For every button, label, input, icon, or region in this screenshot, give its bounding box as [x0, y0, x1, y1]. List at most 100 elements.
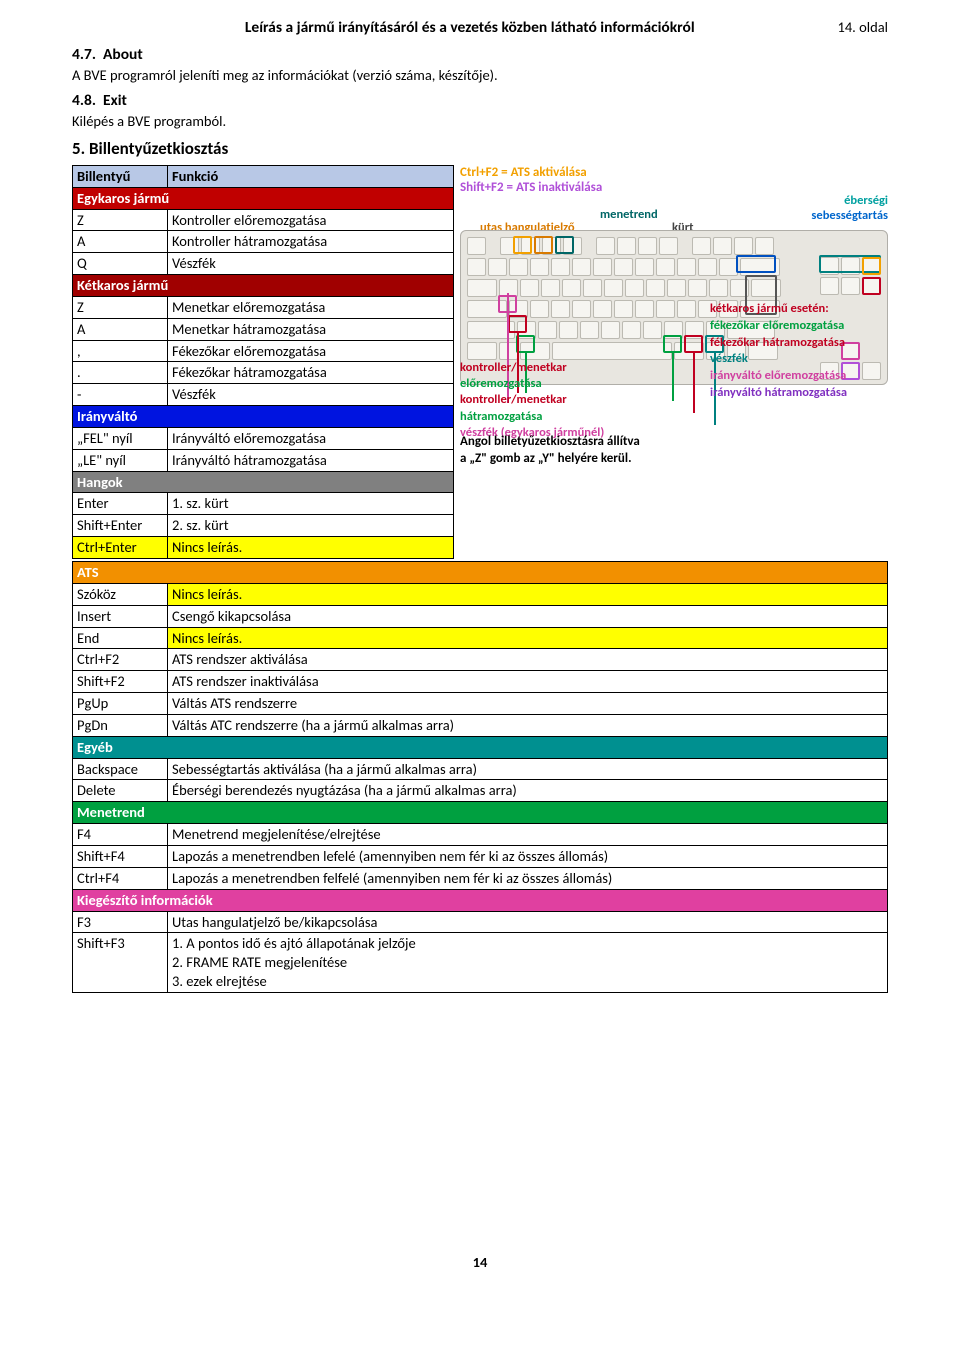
cat-iranyvalto: Irányváltó: [73, 406, 454, 428]
key: [734, 237, 753, 255]
cat-egyeb: Egyéb: [73, 736, 888, 758]
key: [467, 279, 497, 297]
table-row: „LE" nyílIrányváltó hátramozgatása: [73, 449, 454, 471]
table-row: AMenetkar hátramozgatása: [73, 318, 454, 340]
key: [692, 237, 711, 255]
key: [572, 300, 591, 318]
th-key: Billentyű: [73, 165, 168, 187]
page-header: Leírás a jármű irányításáról és a vezeté…: [72, 18, 888, 39]
key: [713, 237, 732, 255]
table-row: Shift+F3 1. A pontos idő és ajtó állapot…: [73, 933, 888, 993]
hl-period: [684, 335, 703, 353]
cat-kieg: Kiegészítő információk: [73, 889, 888, 911]
section-4-7-desc: A BVE programról jeleníti meg az informá…: [72, 66, 888, 86]
key: [614, 300, 633, 318]
table-row: Shift+F2ATS rendszer inaktiválása: [73, 671, 888, 693]
key: [530, 300, 549, 318]
table-row: PgUpVáltás ATS rendszerre: [73, 693, 888, 715]
keyboard-table-lower: ATS SzóközNincs leírás. InsertCsengő kik…: [72, 561, 888, 993]
legend-top-right: éberségi sebességtartás: [811, 193, 888, 224]
table-row: Ctrl+F4Lapozás a menetrendben felfelé (a…: [73, 867, 888, 889]
hl-pgup: [862, 257, 881, 275]
key: [551, 300, 570, 318]
hl-f4: [555, 236, 574, 254]
bottom-left-legend: kontroller/menetkar előremozgatása kontr…: [460, 360, 604, 441]
key: [625, 279, 644, 297]
key: [559, 321, 578, 339]
table-row: ZMenetkar előremozgatása: [73, 296, 454, 318]
key: [656, 300, 675, 318]
table-row: Enter1. sz. kürt: [73, 493, 454, 515]
key: [638, 237, 657, 255]
key: [601, 321, 620, 339]
key: [551, 258, 570, 276]
table-row: ,Fékezőkar előremozgatása: [73, 340, 454, 362]
key: [467, 258, 486, 276]
hl-pgdn: [862, 277, 881, 295]
table-row: Shift+F4Lapozás a menetrendben lefelé (a…: [73, 845, 888, 867]
key: [820, 277, 839, 295]
bottom-note: Angol billetyűzetkiosztásra állítva a „Z…: [460, 433, 640, 468]
key: [488, 258, 507, 276]
key: [755, 237, 774, 255]
cat-ats: ATS: [73, 562, 888, 584]
key: [688, 279, 707, 297]
key: [562, 279, 581, 297]
table-row: InsertCsengő kikapcsolása: [73, 605, 888, 627]
hl-comma: [663, 335, 682, 353]
section-4-8: 4.8. Exit: [72, 91, 888, 112]
key: [646, 279, 665, 297]
table-row: F4Menetrend megjelenítése/elrejtése: [73, 824, 888, 846]
table-row: PgDnVáltás ATC rendszerre (ha a jármű al…: [73, 714, 888, 736]
key: [841, 277, 860, 295]
key: [467, 237, 486, 255]
key: [520, 279, 539, 297]
table-row: .Fékezőkar hátramozgatása: [73, 362, 454, 384]
key: [622, 321, 641, 339]
key: [667, 279, 686, 297]
hl-f2: [513, 236, 532, 254]
cat-egykaros: Egykaros jármű: [73, 187, 454, 209]
line: [672, 353, 674, 401]
section-4-8-desc: Kilépés a BVE programból.: [72, 112, 888, 132]
main-flex: Billentyű Funkció Egykaros jármű ZKontro…: [72, 165, 888, 559]
key: [614, 258, 633, 276]
key: [659, 237, 678, 255]
table-row: Ctrl+EnterNincs leírás.: [73, 537, 454, 559]
legend-ats: Ctrl+F2 = ATS aktiválása Shift+F2 = ATS …: [460, 165, 888, 196]
footer-page-number: 14: [72, 1253, 888, 1273]
cat-ketkaros: Kétkaros jármű: [73, 275, 454, 297]
key: [583, 279, 602, 297]
page-number-label: 14. oldal: [837, 18, 888, 38]
table-row: DeleteÉberségi berendezés nyugtázása (ha…: [73, 780, 888, 802]
key: [541, 279, 560, 297]
table-row: EndNincs leírás.: [73, 627, 888, 649]
table-row: AKontroller hátramozgatása: [73, 231, 454, 253]
keyboard-diagram: Ctrl+F2 = ATS aktiválása Shift+F2 = ATS …: [460, 165, 888, 385]
table-row: SzóközNincs leírás.: [73, 583, 888, 605]
cat-hangok: Hangok: [73, 471, 454, 493]
table-row: Shift+Enter2. sz. kürt: [73, 515, 454, 537]
key: [617, 237, 636, 255]
legend-menetrend: menetrend: [600, 207, 658, 224]
key: [635, 258, 654, 276]
right-legend: kétkaros jármű esetén: fékezőkar előremo…: [710, 301, 890, 402]
key: [552, 342, 672, 360]
key: [572, 258, 591, 276]
table-row: F3Utas hangulatjelző be/kikapcsolása: [73, 911, 888, 933]
keyboard-table-upper: Billentyű Funkció Egykaros jármű ZKontro…: [72, 165, 454, 559]
hl-a: [508, 315, 527, 333]
key: [509, 258, 528, 276]
table-row: Ctrl+F2ATS rendszer aktiválása: [73, 649, 888, 671]
doc-title: Leírás a jármű irányításáról és a vezeté…: [72, 18, 837, 39]
table-row: -Vészfék: [73, 384, 454, 406]
key: [677, 258, 696, 276]
key: [593, 300, 612, 318]
key: [530, 258, 549, 276]
key: [593, 258, 612, 276]
hl-f3: [534, 236, 553, 254]
key: [698, 258, 717, 276]
section-4-7: 4.7. About: [72, 45, 888, 66]
hl-backspace: [736, 255, 776, 273]
key: [604, 279, 623, 297]
